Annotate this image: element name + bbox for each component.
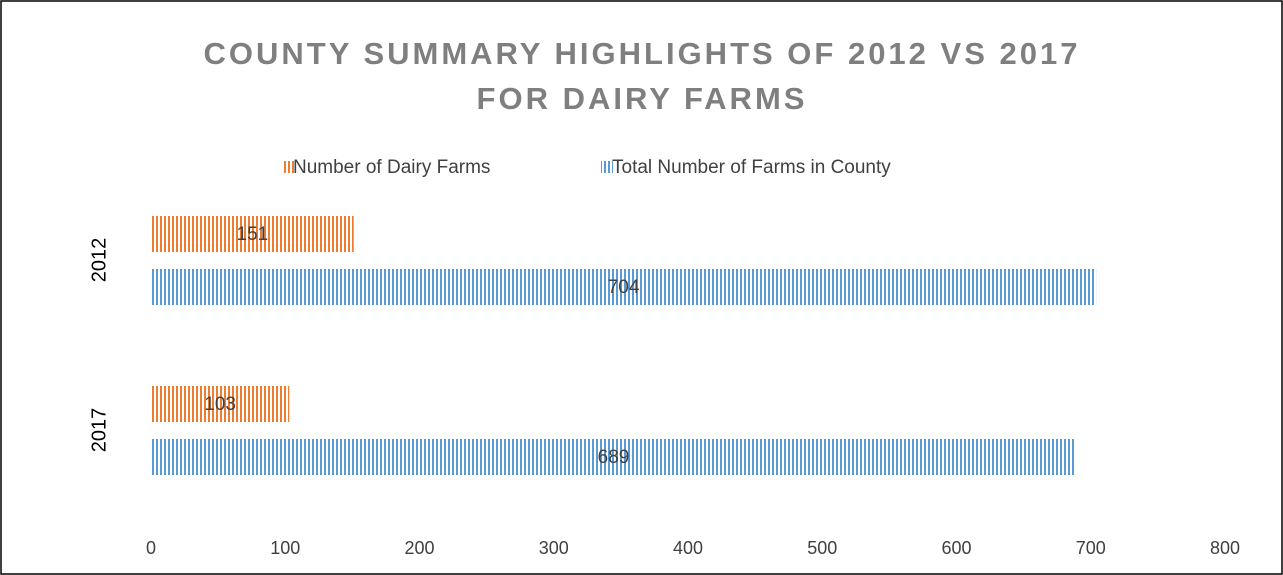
y-tick-label: 2012 — [88, 238, 110, 283]
legend-label: Total Number of Farms in County — [612, 157, 891, 178]
chart-title: COUNTY SUMMARY HIGHLIGHTS OF 2012 VS 201… — [204, 36, 1081, 71]
data-label: 103 — [204, 394, 236, 415]
legend-swatch — [282, 161, 294, 173]
data-label: 704 — [608, 277, 640, 298]
x-tick-label: 200 — [404, 538, 434, 558]
x-tick-label: 100 — [270, 538, 300, 558]
data-label: 151 — [237, 224, 269, 245]
bar — [151, 386, 290, 422]
x-tick-label: 700 — [1076, 538, 1106, 558]
x-tick-label: 600 — [941, 538, 971, 558]
y-tick-label: 2017 — [88, 408, 110, 453]
bar — [151, 216, 354, 252]
x-tick-label: 400 — [673, 538, 703, 558]
legend-label: Number of Dairy Farms — [293, 157, 490, 178]
x-tick-label: 0 — [146, 538, 156, 558]
x-tick-label: 800 — [1210, 538, 1240, 558]
bar — [151, 439, 1076, 475]
x-tick-label: 500 — [807, 538, 837, 558]
x-tick-label: 300 — [539, 538, 569, 558]
legend-swatch — [601, 161, 613, 173]
chart-title: FOR DAIRY FARMS — [477, 81, 808, 116]
bar — [151, 269, 1097, 305]
data-label: 689 — [598, 447, 630, 468]
